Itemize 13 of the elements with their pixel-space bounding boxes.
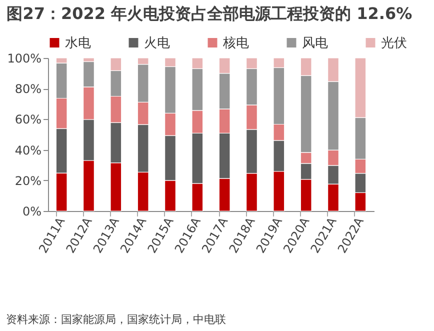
chart-title: 图27：2022 年火电投资占全部电源工程投资的 12.6% xyxy=(6,4,412,23)
y-tick-label: 40% xyxy=(14,143,42,158)
legend-label: 光伏 xyxy=(381,36,407,51)
y-tick-label: 100% xyxy=(7,52,42,66)
legend-label: 水电 xyxy=(65,36,91,51)
y-tick-label: 60% xyxy=(14,112,42,127)
legend-label: 核电 xyxy=(222,36,249,51)
y-tick-label: 0% xyxy=(22,204,42,218)
legend-label: 风电 xyxy=(302,36,328,51)
text: 资料来源：国家能源局，国家统计局，中电联 xyxy=(6,312,226,327)
legend-label: 火电 xyxy=(144,36,170,51)
y-tick-label: 20% xyxy=(14,174,42,188)
y-tick-label: 80% xyxy=(14,82,42,96)
